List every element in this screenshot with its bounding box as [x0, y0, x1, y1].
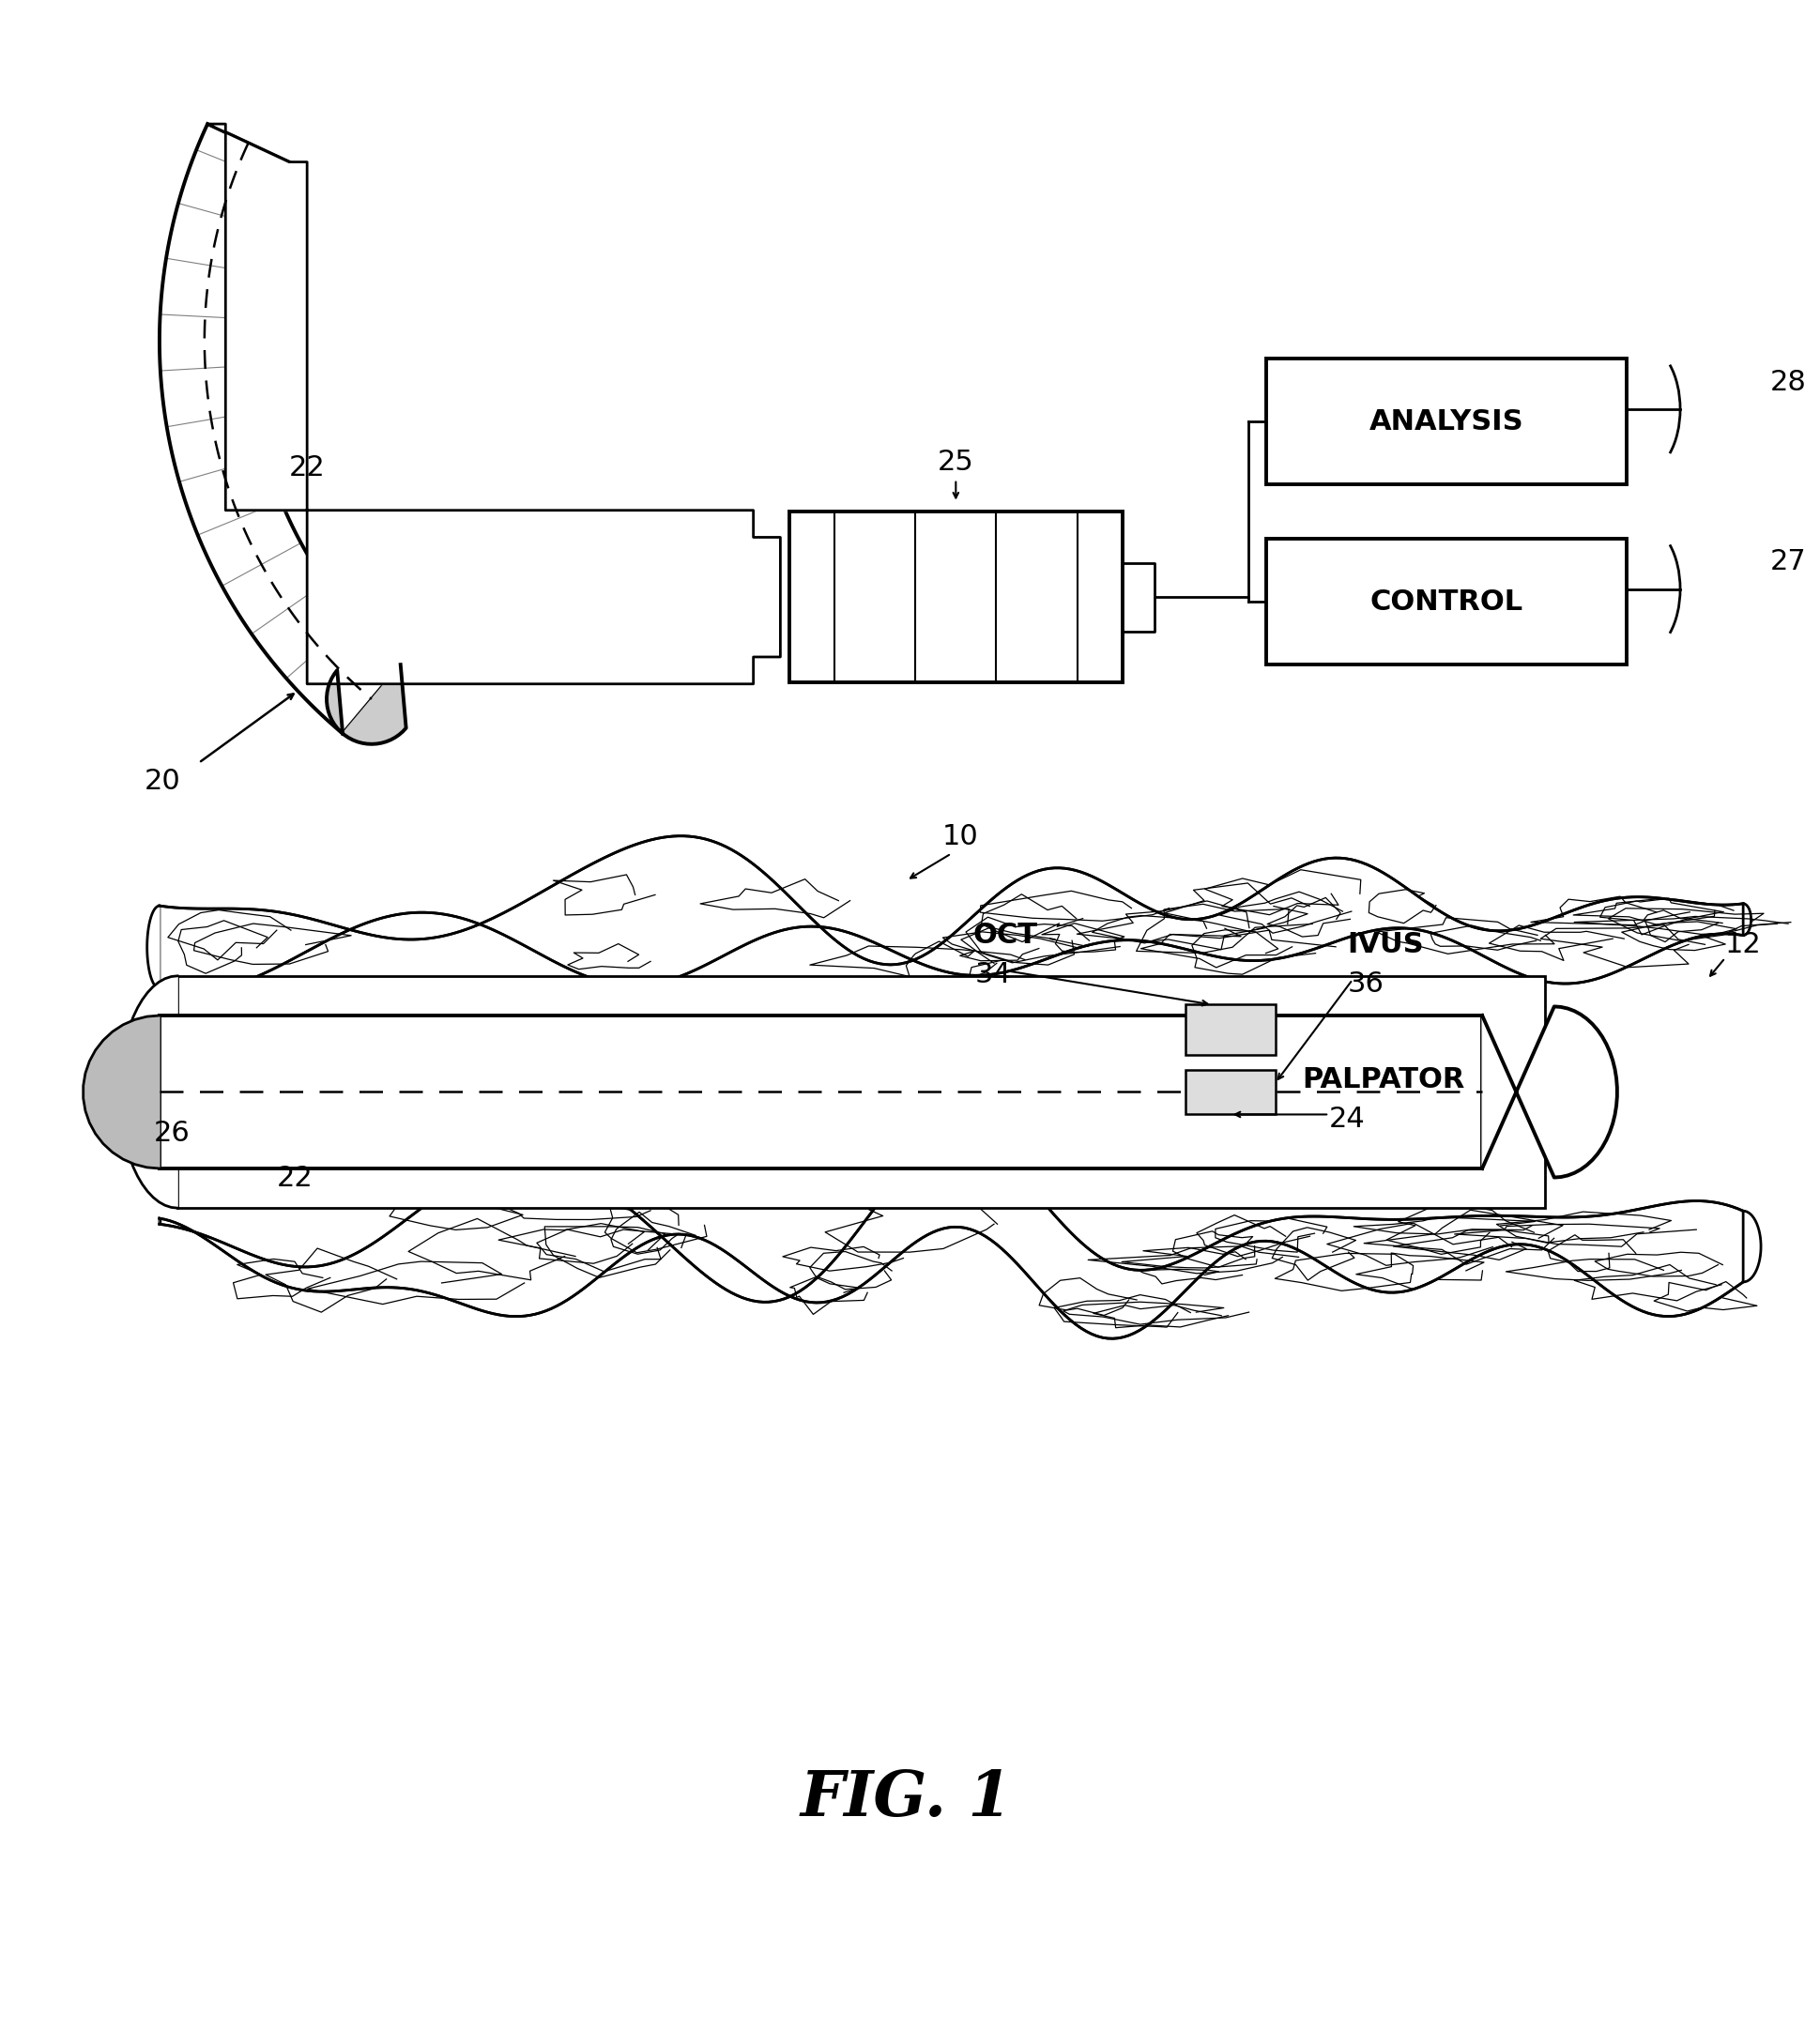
Bar	[1265, 538, 1625, 664]
Text: 36: 36	[1347, 971, 1383, 997]
Polygon shape	[160, 1016, 1481, 1168]
Text: 34: 34	[974, 961, 1010, 989]
Text: CONTROL: CONTROL	[1369, 589, 1522, 615]
Text: 20: 20	[144, 768, 180, 794]
Polygon shape	[84, 1016, 160, 1168]
Polygon shape	[177, 977, 1545, 1208]
Bar	[788, 512, 1121, 682]
Text: FIG. 1: FIG. 1	[801, 1767, 1012, 1828]
Polygon shape	[1481, 1007, 1616, 1178]
Bar	[1185, 1005, 1274, 1054]
Text: 24: 24	[1329, 1105, 1365, 1133]
Polygon shape	[147, 906, 160, 989]
Text: 22: 22	[277, 1166, 313, 1192]
Text: ANALYSIS: ANALYSIS	[1369, 408, 1523, 435]
Text: IVUS: IVUS	[1347, 930, 1423, 959]
Text: PALPATOR: PALPATOR	[1301, 1066, 1465, 1093]
Text: 27: 27	[1769, 548, 1805, 575]
Text: 10: 10	[941, 823, 977, 851]
Text: 26: 26	[155, 1119, 189, 1148]
Text: OCT: OCT	[972, 922, 1037, 948]
Polygon shape	[326, 664, 406, 743]
Polygon shape	[1121, 563, 1154, 632]
Polygon shape	[160, 124, 400, 733]
Text: 12: 12	[1724, 930, 1760, 959]
Polygon shape	[120, 977, 177, 1208]
Polygon shape	[160, 1141, 1742, 1338]
Bar	[1265, 359, 1625, 485]
Bar	[1185, 1070, 1274, 1115]
Text: 28: 28	[1769, 368, 1805, 396]
Polygon shape	[207, 124, 781, 684]
Text: 25: 25	[937, 449, 974, 475]
Text: 22: 22	[288, 453, 324, 481]
Polygon shape	[160, 837, 1742, 991]
